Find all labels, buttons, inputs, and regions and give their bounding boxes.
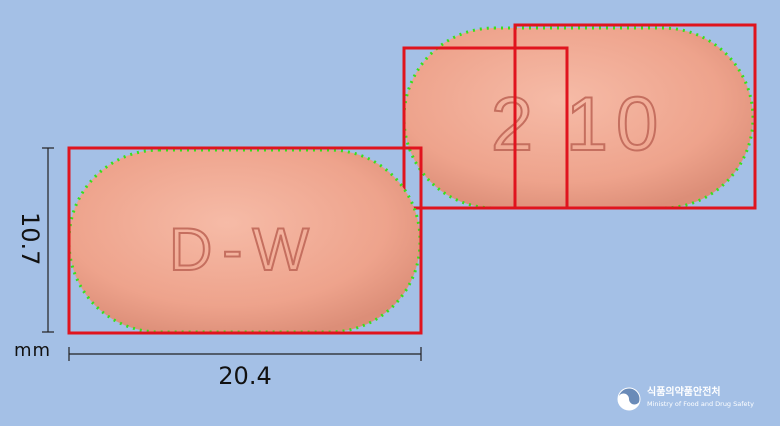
- ministry-text: 식품의약품안전처 Ministry of Food and Drug Safet…: [647, 388, 754, 408]
- pill-back-contour: [402, 26, 755, 210]
- bounding-box-front: [67, 146, 423, 335]
- bounding-box-back-left: [402, 46, 569, 210]
- ministry-name-english: Ministry of Food and Drug Safety: [647, 400, 754, 409]
- bounding-box-back-right: [513, 23, 757, 210]
- width-dimension-label: 20.4: [218, 362, 272, 390]
- pill-back-imprint-right: 10: [566, 82, 667, 167]
- pill-back-imprint-left: 2: [491, 82, 533, 167]
- unit-label: mm: [14, 340, 52, 361]
- height-dimension-label: 10.7: [16, 212, 44, 266]
- ministry-name-korean: 식품의약품안전처: [647, 387, 721, 399]
- pill-front-body: [69, 150, 420, 332]
- ministry-logo-icon: [617, 387, 641, 411]
- pill-front-imprint: D-W: [169, 216, 319, 283]
- pill-back-body: [404, 28, 753, 208]
- logo-spacer: [617, 386, 641, 410]
- pill-back-view: 2 10: [402, 23, 757, 210]
- pill-front-view: D-W: [67, 146, 423, 335]
- dimension-lines: [42, 147, 422, 361]
- ministry-watermark: 식품의약품안전처 Ministry of Food and Drug Safet…: [617, 386, 754, 410]
